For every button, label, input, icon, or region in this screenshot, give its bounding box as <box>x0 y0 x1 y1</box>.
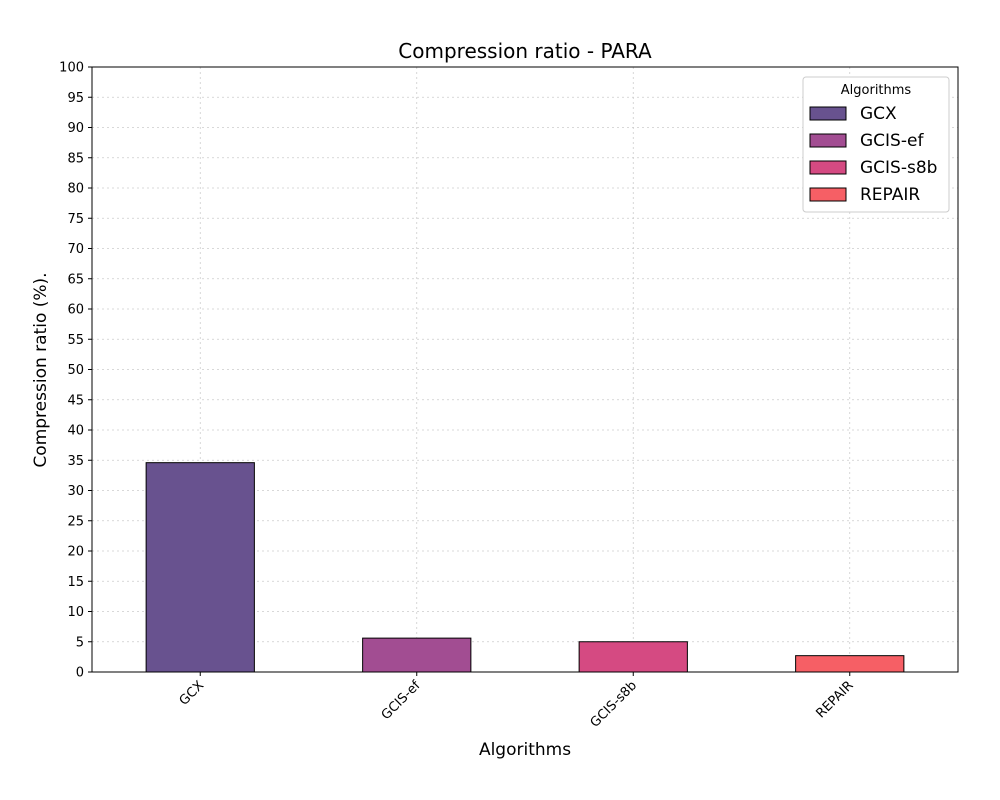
x-tick-label: GCX <box>177 678 208 709</box>
legend-label: GCIS-ef <box>860 131 924 151</box>
y-tick-label: 15 <box>67 575 84 590</box>
legend-swatch <box>809 160 847 175</box>
x-tick-label: REPAIR <box>813 678 856 721</box>
y-tick-label: 60 <box>67 303 84 318</box>
y-tick-label: 80 <box>67 182 84 197</box>
y-tick-label: 70 <box>67 242 84 257</box>
legend-entries: GCX GCIS-ef GCIS-s8b REPAIR <box>809 104 937 205</box>
legend-label: GCIS-s8b <box>860 158 937 178</box>
y-tick-label: 65 <box>67 272 84 287</box>
y-tick-label: 100 <box>59 61 84 76</box>
y-tick-label: 40 <box>67 424 84 439</box>
bar-repair <box>795 655 905 673</box>
legend-swatch <box>809 133 847 148</box>
y-tick-label: 20 <box>67 545 84 560</box>
x-axis-ticks: GCX GCIS-ef GCIS-s8b REPAIR <box>177 672 857 731</box>
legend-label: REPAIR <box>860 185 920 205</box>
legend-swatch <box>809 187 847 202</box>
bar-gcis-ef <box>362 637 472 673</box>
y-tick-label: 45 <box>67 393 84 408</box>
y-tick-label: 95 <box>67 91 84 106</box>
y-tick-label: 90 <box>67 121 84 136</box>
y-tick-label: 25 <box>67 514 84 529</box>
y-tick-label: 30 <box>67 484 84 499</box>
y-tick-label: 75 <box>67 212 84 227</box>
y-tick-label: 50 <box>67 363 84 378</box>
bar-gcx <box>145 462 255 673</box>
y-tick-label: 55 <box>67 333 84 348</box>
x-tick-label: GCIS-s8b <box>588 678 640 730</box>
legend: Algorithms GCX GCIS-ef GCIS-s8b REPAIR <box>802 76 950 213</box>
x-tick-label: GCIS-ef <box>379 678 424 723</box>
y-axis-ticks: 0 5 10 15 20 25 30 35 40 45 50 55 60 65 70 75 80 85 90 95 10… <box>59 61 92 681</box>
y-tick-label: 85 <box>67 151 84 166</box>
y-tick-label: 0 <box>76 666 84 681</box>
y-tick-label: 5 <box>76 635 84 650</box>
y-tick-label: 10 <box>67 605 84 620</box>
legend-swatch <box>809 106 847 121</box>
bar-gcis-s8b <box>578 641 688 673</box>
y-tick-label: 35 <box>67 454 84 469</box>
chart-title: Compression ratio - PARA <box>398 39 652 63</box>
legend-label: GCX <box>860 104 897 124</box>
x-axis-title: Algorithms <box>479 740 571 760</box>
legend-title: Algorithms <box>841 83 912 98</box>
bars <box>145 462 905 673</box>
y-axis-title: Compression ratio (%). <box>31 272 51 467</box>
